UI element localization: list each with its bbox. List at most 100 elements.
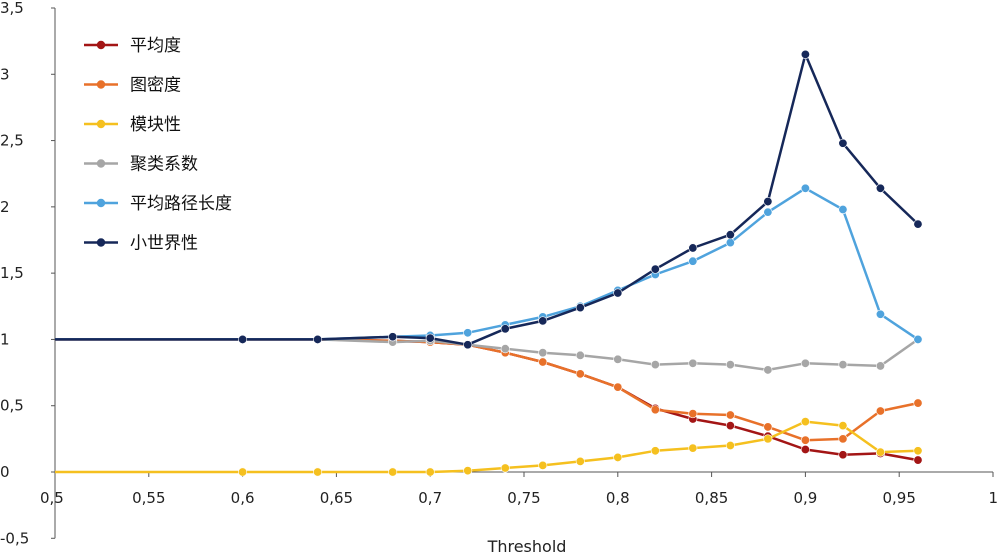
data-point xyxy=(800,417,810,427)
legend-item: 聚类系数 xyxy=(84,155,198,175)
x-tick-label: 0,5 xyxy=(40,489,64,507)
y-tick-label: 1 xyxy=(0,330,10,348)
data-point xyxy=(763,197,773,207)
data-point xyxy=(725,410,735,420)
data-point xyxy=(725,360,735,370)
y-tick-label: 0,5 xyxy=(0,397,24,415)
legend-item: 平均度 xyxy=(84,36,181,56)
data-point xyxy=(688,256,698,266)
data-point xyxy=(575,303,585,313)
series-1 xyxy=(55,334,923,465)
x-tick-label: 0,85 xyxy=(695,489,728,507)
data-point xyxy=(800,183,810,193)
legend-label: 模块性 xyxy=(130,115,181,135)
legend-swatch-marker xyxy=(96,159,106,168)
data-point xyxy=(763,434,773,444)
x-tick-label: 0,75 xyxy=(507,489,540,507)
legend-swatch-marker xyxy=(96,119,106,129)
data-point xyxy=(613,354,623,364)
data-point xyxy=(913,398,923,408)
data-point xyxy=(650,446,660,456)
legend-label: 平均度 xyxy=(130,36,181,56)
data-point xyxy=(913,334,923,344)
data-point xyxy=(725,440,735,450)
y-tick-label: 3,5 xyxy=(0,0,24,17)
series-3 xyxy=(55,417,923,477)
data-point xyxy=(875,309,885,319)
data-point xyxy=(838,450,848,460)
x-tick-label: 0,8 xyxy=(606,489,630,507)
legend-item: 小世界性 xyxy=(84,234,198,254)
data-point xyxy=(763,207,773,217)
legend-label: 小世界性 xyxy=(130,234,198,254)
data-point xyxy=(763,422,773,432)
data-point xyxy=(650,264,660,274)
data-point xyxy=(388,332,398,342)
data-point xyxy=(538,348,548,358)
series-line xyxy=(55,338,919,372)
data-point xyxy=(650,360,660,370)
data-point xyxy=(575,456,585,466)
data-point xyxy=(838,360,848,370)
series-line xyxy=(55,420,919,474)
data-point xyxy=(613,452,623,462)
data-point xyxy=(725,230,735,240)
series-line xyxy=(55,53,919,346)
legend-label: 平均路径长度 xyxy=(130,194,232,214)
x-tick-label: 0,9 xyxy=(793,489,817,507)
data-point xyxy=(913,219,923,229)
data-point xyxy=(838,138,848,148)
data-point xyxy=(463,466,473,476)
series-line xyxy=(55,338,919,442)
data-point xyxy=(688,243,698,253)
data-point xyxy=(613,382,623,392)
data-point xyxy=(388,467,398,477)
data-point xyxy=(538,316,548,326)
y-tick-label: -0,5 xyxy=(0,529,29,547)
y-tick-label: 3 xyxy=(0,65,10,83)
data-point xyxy=(425,467,435,477)
data-point xyxy=(875,447,885,457)
data-point xyxy=(875,183,885,193)
data-point xyxy=(688,358,698,368)
data-point xyxy=(800,444,810,454)
x-tick-label: 0,95 xyxy=(882,489,915,507)
data-point xyxy=(313,334,323,344)
data-point xyxy=(463,340,473,350)
data-point xyxy=(763,365,773,375)
x-tick-label: 1 xyxy=(988,489,998,507)
data-point xyxy=(800,49,810,59)
data-point xyxy=(238,467,248,477)
data-point xyxy=(500,344,510,354)
data-point xyxy=(688,409,698,419)
data-point xyxy=(725,238,735,248)
legend-label: 图密度 xyxy=(130,76,181,96)
legend-item: 模块性 xyxy=(84,115,181,135)
data-point xyxy=(538,357,548,367)
legend-swatch-marker xyxy=(96,80,106,89)
legend-swatch-marker xyxy=(96,198,106,208)
legend-swatch-marker xyxy=(96,238,106,247)
legend-swatch-marker xyxy=(96,40,106,50)
data-point xyxy=(838,205,848,215)
data-point xyxy=(800,358,810,368)
y-tick-label: 1,5 xyxy=(0,264,24,282)
data-point xyxy=(238,334,248,344)
y-tick-label: 2,5 xyxy=(0,132,24,150)
legend-label: 聚类系数 xyxy=(130,155,198,175)
data-point xyxy=(725,421,735,431)
x-tick-label: 0,6 xyxy=(231,489,255,507)
x-tick-label: 0,65 xyxy=(320,489,353,507)
data-point xyxy=(538,460,548,470)
data-point xyxy=(800,435,810,445)
series-layer xyxy=(55,49,923,477)
data-point xyxy=(875,361,885,371)
y-tick-label: 0 xyxy=(0,463,10,481)
x-tick-label: 0,55 xyxy=(132,489,165,507)
data-point xyxy=(463,328,473,338)
data-point xyxy=(613,288,623,298)
data-point xyxy=(425,333,435,343)
data-point xyxy=(913,455,923,465)
